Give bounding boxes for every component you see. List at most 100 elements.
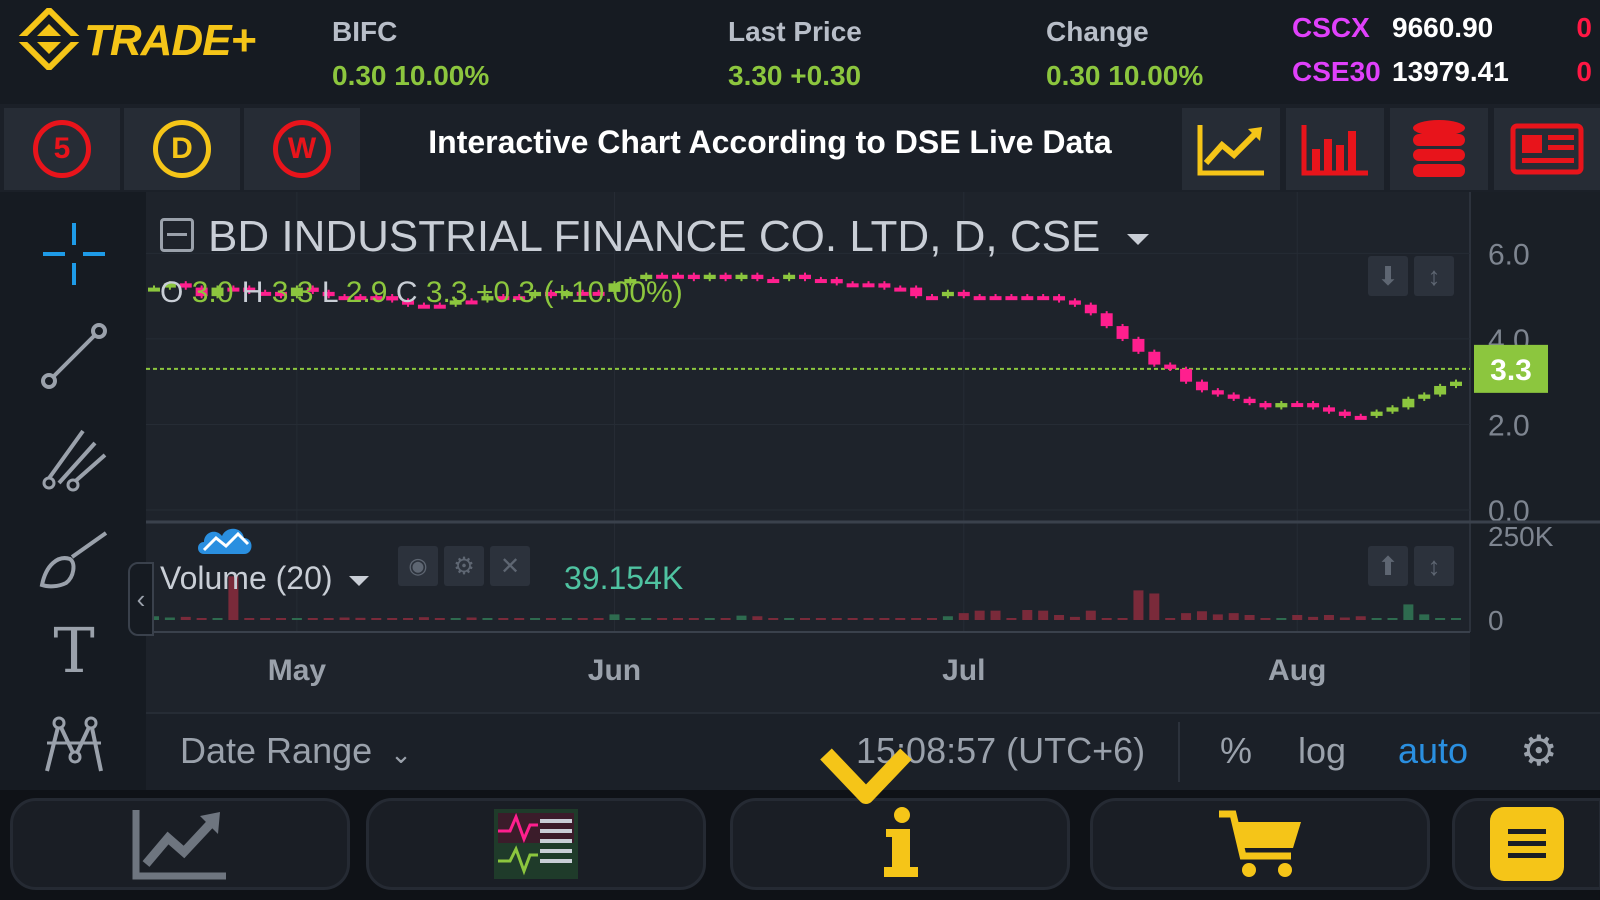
high-label: H (241, 276, 264, 309)
volume-bar (418, 617, 429, 620)
index-change: 0 (1576, 12, 1592, 43)
chart-toolbar: 5 D W Interactive Chart According to DSE… (0, 104, 1600, 192)
percent-scale-toggle[interactable]: % (1220, 730, 1253, 771)
current-price-label: 3.3 (1490, 354, 1532, 387)
crosshair-tool[interactable] (36, 216, 112, 292)
scroll-down-button[interactable]: ⬇ (1368, 256, 1408, 296)
candle-body (243, 287, 256, 292)
open-value: 3.0 (191, 276, 234, 309)
volume-settings-button[interactable]: ⚙ (444, 546, 484, 586)
volume-bar (1276, 618, 1287, 620)
text-tool[interactable]: T (36, 612, 112, 688)
volume-bar (958, 613, 969, 620)
collapse-tools-tab[interactable]: ‹ (128, 562, 154, 636)
chevron-down-icon[interactable] (818, 746, 914, 808)
fib-tool-icon (42, 429, 107, 492)
candle-body (830, 279, 843, 284)
candle-body (386, 296, 399, 301)
candle-body (465, 300, 478, 305)
open-label: O (160, 276, 184, 309)
news-button[interactable] (1494, 108, 1600, 190)
pattern-tool[interactable] (36, 708, 112, 784)
bottom-navigation (0, 790, 1600, 900)
symbol-dropdown-icon[interactable] (1126, 233, 1149, 245)
chart-caption: Interactive Chart According to DSE Live … (428, 124, 1112, 160)
volume-bar (291, 618, 302, 620)
trend-line-tool[interactable] (36, 318, 112, 394)
volume-bar (403, 618, 414, 620)
nav-indicators-button[interactable] (366, 798, 706, 890)
index-name: CSCX (1292, 12, 1370, 43)
volume-bar (307, 618, 318, 620)
timeframe-day-button[interactable]: D (124, 108, 240, 190)
current-price-badge (1474, 344, 1548, 393)
volume-bar (196, 618, 207, 620)
high-value: 3.3 (271, 276, 314, 309)
chart-legend[interactable]: BD INDUSTRIAL FINANCE CO. LTD, D, CSE (160, 212, 1149, 262)
symbol-summary[interactable]: BIFC 0.30 10.00% (332, 16, 489, 92)
ohlc-readout: O 3.0 H 3.3 L 2.9 C 3.3 +0.3 (+10.00%) (160, 276, 683, 310)
candle-body (910, 287, 923, 297)
volume-title: Volume (20) (160, 560, 333, 596)
price-chart[interactable]: 0.0 2.0 4.0 6.0 May Jun Jul Aug 0 250K 3.3 BD INDU… (146, 192, 1600, 712)
nav-menu-button[interactable] (1452, 798, 1600, 890)
y-tick-label: 2.0 (1488, 409, 1530, 442)
volume-expand-button[interactable]: ↕ (1414, 546, 1454, 586)
candle-body (799, 274, 811, 280)
chart-settings-button[interactable]: ⚙ (1520, 726, 1558, 775)
volume-bar (625, 618, 636, 620)
candle-body (735, 274, 748, 280)
candle-body (592, 291, 605, 296)
candle-body (1354, 415, 1367, 420)
legend-collapse-icon[interactable] (160, 218, 194, 253)
brush-tool[interactable] (36, 522, 112, 598)
volume-bar (371, 618, 382, 620)
volume-bar (1038, 610, 1049, 620)
brand-logo[interactable]: TRADE+ (16, 6, 256, 70)
volume-bar (1323, 615, 1334, 620)
timeframe-week-button[interactable]: W (244, 108, 360, 190)
candle-body (560, 291, 573, 297)
volume-legend[interactable]: Volume (20) (160, 560, 370, 597)
auto-scale-toggle[interactable]: auto (1398, 730, 1469, 771)
candle-body (608, 283, 621, 292)
volume-remove-button[interactable]: ✕ (490, 546, 530, 586)
candle-body (259, 291, 272, 296)
price-axis-panel (1470, 192, 1600, 712)
volume-tick-label: 0 (1488, 605, 1504, 636)
nav-chart-button[interactable] (10, 798, 350, 890)
chevron-left-icon: ‹ (136, 583, 146, 614)
volume-up-button[interactable]: ⬆ (1368, 546, 1408, 586)
candle-body (1291, 403, 1304, 408)
line-chart-button[interactable] (1182, 108, 1280, 190)
timeframe-5min-button[interactable]: 5 (4, 108, 120, 190)
low-value: 2.9 (345, 276, 388, 309)
low-label: L (321, 276, 338, 309)
volume-visibility-button[interactable]: ◉ (398, 546, 438, 586)
log-scale-toggle[interactable]: log (1298, 730, 1347, 771)
candle-body (1195, 381, 1208, 391)
expand-vertical-icon: ↕ (1427, 550, 1441, 581)
candle-body (1243, 398, 1256, 404)
database-button[interactable] (1390, 108, 1488, 190)
expand-pane-button[interactable]: ↕ (1414, 256, 1454, 296)
bar-chart-button[interactable] (1286, 108, 1384, 190)
candle-body (275, 291, 288, 297)
date-range-dropdown[interactable]: Date Range ⌄ (180, 730, 412, 772)
volume-bar (657, 618, 668, 620)
candle-body (1338, 411, 1351, 416)
index-row-cse30: CSE30 13979.41 0 (1292, 56, 1592, 96)
volume-bar (228, 576, 239, 620)
volume-bar (212, 618, 223, 620)
fib-tool[interactable] (36, 420, 112, 496)
volume-dropdown-icon[interactable] (349, 575, 370, 586)
candle-body (417, 304, 430, 309)
nav-info-button[interactable] (730, 798, 1070, 890)
pattern-tool-icon (45, 716, 103, 772)
volume-bar (164, 617, 175, 620)
chart-symbol-title: BD INDUSTRIAL FINANCE CO. LTD, D, CSE (208, 212, 1101, 261)
volume-value: 39.154K (564, 560, 684, 596)
volume-bar (1196, 611, 1207, 620)
nav-cart-button[interactable] (1090, 798, 1430, 890)
